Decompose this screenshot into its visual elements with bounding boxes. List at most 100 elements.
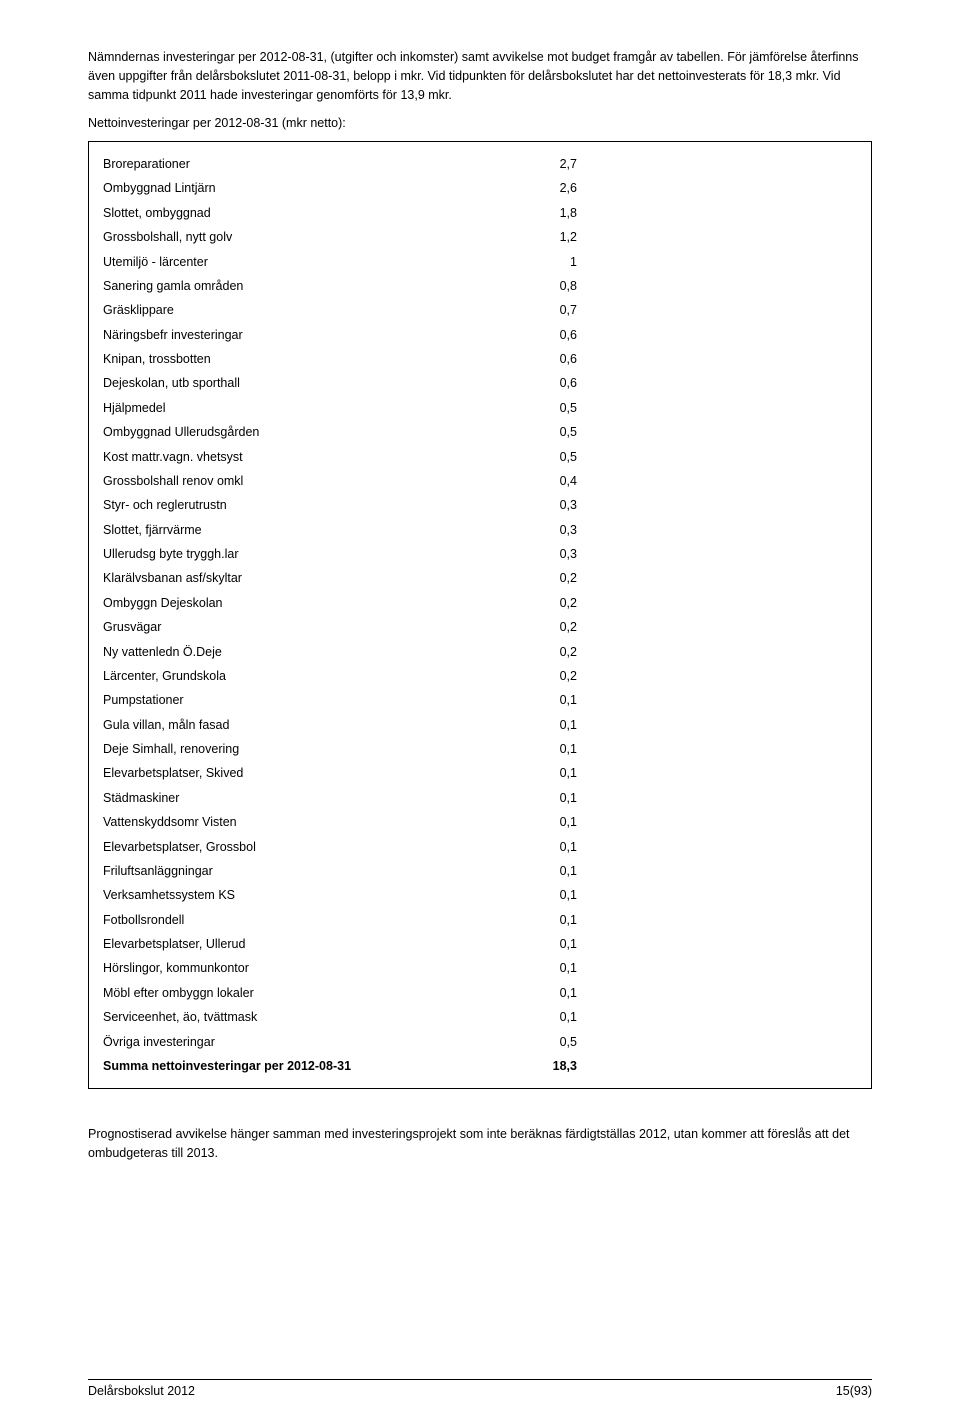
table-row: Städmaskiner0,1 (103, 786, 857, 810)
row-label: Elevarbetsplatser, Ullerud (103, 932, 507, 956)
row-label: Elevarbetsplatser, Skived (103, 761, 507, 785)
row-label: Styr- och reglerutrustn (103, 493, 507, 517)
row-label: Slottet, fjärrvärme (103, 518, 507, 542)
row-value: 0,2 (507, 615, 857, 639)
table-row: Kost mattr.vagn. vhetsyst0,5 (103, 445, 857, 469)
intro-paragraph: Nämndernas investeringar per 2012-08-31,… (88, 48, 872, 104)
row-value: 0,5 (507, 1030, 857, 1054)
row-value: 0,1 (507, 1005, 857, 1029)
row-label: Kost mattr.vagn. vhetsyst (103, 445, 507, 469)
table-row: Ombyggn Dejeskolan0,2 (103, 591, 857, 615)
row-label: Hjälpmedel (103, 396, 507, 420)
table-row: Dejeskolan, utb sporthall0,6 (103, 371, 857, 395)
row-label: Ombyggnad Lintjärn (103, 176, 507, 200)
table-row: Ombyggnad Ullerudsgården0,5 (103, 420, 857, 444)
row-label: Serviceenhet, äo, tvättmask (103, 1005, 507, 1029)
row-value: 0,1 (507, 883, 857, 907)
table-row: Styr- och reglerutrustn0,3 (103, 493, 857, 517)
table-row: Hörslingor, kommunkontor0,1 (103, 956, 857, 980)
row-label: Deje Simhall, renovering (103, 737, 507, 761)
row-label: Möbl efter ombyggn lokaler (103, 981, 507, 1005)
table-row: Gula villan, måln fasad0,1 (103, 713, 857, 737)
row-label: Vattenskyddsomr Visten (103, 810, 507, 834)
sum-value: 18,3 (507, 1054, 857, 1078)
row-label: Ny vattenledn Ö.Deje (103, 640, 507, 664)
row-value: 0,3 (507, 518, 857, 542)
row-label: Slottet, ombyggnad (103, 201, 507, 225)
table-row: Grossbolshall, nytt golv1,2 (103, 225, 857, 249)
row-value: 1 (507, 250, 857, 274)
row-label: Sanering gamla områden (103, 274, 507, 298)
row-label: Gula villan, måln fasad (103, 713, 507, 737)
row-value: 0,1 (507, 981, 857, 1005)
row-value: 0,3 (507, 493, 857, 517)
table-row: Pumpstationer0,1 (103, 688, 857, 712)
table-row: Utemiljö - lärcenter1 (103, 250, 857, 274)
table-row: Ombyggnad Lintjärn2,6 (103, 176, 857, 200)
table-row: Övriga investeringar0,5 (103, 1030, 857, 1054)
row-value: 0,1 (507, 932, 857, 956)
table-row: Friluftsanläggningar0,1 (103, 859, 857, 883)
table-sum-row: Summa nettoinvesteringar per 2012-08-311… (103, 1054, 857, 1078)
table-title: Nettoinvesteringar per 2012-08-31 (mkr n… (88, 114, 872, 133)
row-value: 0,4 (507, 469, 857, 493)
row-label: Övriga investeringar (103, 1030, 507, 1054)
table-row: Klarälvsbanan asf/skyltar0,2 (103, 566, 857, 590)
row-label: Utemiljö - lärcenter (103, 250, 507, 274)
table-row: Grossbolshall renov omkl0,4 (103, 469, 857, 493)
page: Nämndernas investeringar per 2012-08-31,… (0, 0, 960, 1424)
row-label: Ullerudsg byte tryggh.lar (103, 542, 507, 566)
footer-left: Delårsbokslut 2012 (88, 1384, 195, 1398)
row-label: Klarälvsbanan asf/skyltar (103, 566, 507, 590)
row-label: Pumpstationer (103, 688, 507, 712)
row-value: 0,1 (507, 956, 857, 980)
row-label: Näringsbefr investeringar (103, 323, 507, 347)
table-row: Broreparationer2,7 (103, 152, 857, 176)
row-value: 0,5 (507, 420, 857, 444)
row-value: 0,3 (507, 542, 857, 566)
table-row: Ny vattenledn Ö.Deje0,2 (103, 640, 857, 664)
row-value: 0,1 (507, 786, 857, 810)
row-value: 0,1 (507, 835, 857, 859)
row-value: 0,1 (507, 761, 857, 785)
row-value: 0,1 (507, 688, 857, 712)
row-label: Grossbolshall, nytt golv (103, 225, 507, 249)
row-value: 0,6 (507, 323, 857, 347)
table-row: Lärcenter, Grundskola0,2 (103, 664, 857, 688)
table-row: Hjälpmedel0,5 (103, 396, 857, 420)
row-label: Knipan, trossbotten (103, 347, 507, 371)
row-value: 0,1 (507, 737, 857, 761)
table-row: Slottet, ombyggnad1,8 (103, 201, 857, 225)
row-label: Grusvägar (103, 615, 507, 639)
row-value: 1,8 (507, 201, 857, 225)
row-value: 0,2 (507, 664, 857, 688)
row-label: Friluftsanläggningar (103, 859, 507, 883)
row-value: 2,6 (507, 176, 857, 200)
table-row: Serviceenhet, äo, tvättmask0,1 (103, 1005, 857, 1029)
row-label: Verksamhetssystem KS (103, 883, 507, 907)
row-value: 0,1 (507, 810, 857, 834)
row-label: Elevarbetsplatser, Grossbol (103, 835, 507, 859)
table-row: Vattenskyddsomr Visten0,1 (103, 810, 857, 834)
row-value: 0,1 (507, 713, 857, 737)
row-value: 0,1 (507, 908, 857, 932)
table-row: Möbl efter ombyggn lokaler0,1 (103, 981, 857, 1005)
row-label: Lärcenter, Grundskola (103, 664, 507, 688)
row-label: Gräsklippare (103, 298, 507, 322)
table-row: Näringsbefr investeringar0,6 (103, 323, 857, 347)
row-value: 2,7 (507, 152, 857, 176)
table-row: Gräsklippare0,7 (103, 298, 857, 322)
table-row: Knipan, trossbotten0,6 (103, 347, 857, 371)
row-value: 0,1 (507, 859, 857, 883)
table-row: Ullerudsg byte tryggh.lar0,3 (103, 542, 857, 566)
row-value: 0,2 (507, 591, 857, 615)
table-row: Elevarbetsplatser, Ullerud0,1 (103, 932, 857, 956)
table-row: Grusvägar0,2 (103, 615, 857, 639)
after-box-paragraph: Prognostiserad avvikelse hänger samman m… (88, 1125, 872, 1163)
row-value: 0,6 (507, 371, 857, 395)
row-value: 1,2 (507, 225, 857, 249)
row-label: Fotbollsrondell (103, 908, 507, 932)
row-value: 0,2 (507, 566, 857, 590)
row-label: Dejeskolan, utb sporthall (103, 371, 507, 395)
row-value: 0,2 (507, 640, 857, 664)
